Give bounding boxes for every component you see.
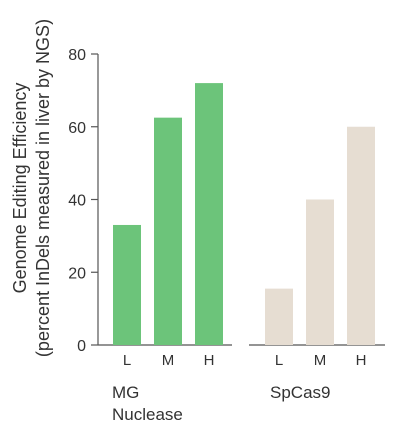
bar-1-1 (306, 199, 334, 345)
bar-1-2 (347, 126, 375, 345)
x-category-label: H (356, 352, 367, 369)
y-tick-label: 80 (68, 47, 86, 64)
y-tick-label: 60 (68, 120, 86, 137)
y-axis-title-line1: Genome Editing Efficiency (10, 83, 30, 294)
y-axis-title: Genome Editing Efficiency (percent InDel… (10, 19, 53, 357)
x-category-label: M (314, 352, 327, 369)
group-label-line1: MG (112, 383, 139, 402)
x-category-label: H (204, 352, 215, 369)
x-category-label: M (162, 352, 175, 369)
group-labels: MG Nuclease SpCas9 (112, 383, 330, 424)
x-category-label: L (123, 352, 131, 369)
y-tick-label: 0 (77, 338, 86, 355)
bars (98, 83, 385, 346)
y-tick-label: 20 (68, 265, 86, 282)
bar-0-1 (154, 117, 182, 345)
group-label-line1: SpCas9 (270, 383, 330, 402)
y-axis: 0 20 40 60 80 (68, 47, 99, 355)
bar-0-2 (195, 83, 223, 345)
bar-1-0 (265, 288, 293, 345)
y-axis-title-line2: (percent InDels measured in liver by NGS… (33, 19, 53, 357)
x-category-label: L (275, 352, 283, 369)
bar-0-0 (113, 224, 141, 345)
group-label-line2: Nuclease (112, 405, 183, 424)
y-tick-label: 40 (68, 193, 86, 210)
